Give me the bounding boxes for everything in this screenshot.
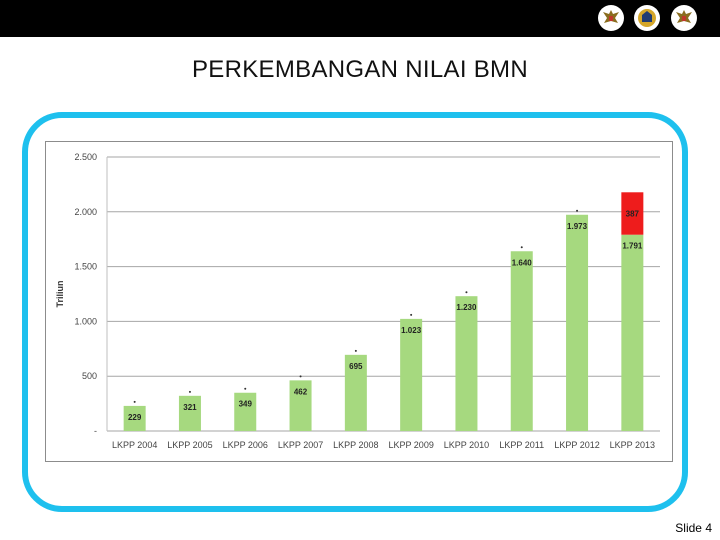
y-tick-label: - (94, 426, 97, 436)
bar (123, 405, 146, 431)
bar-marker (299, 375, 302, 378)
top-bar (0, 0, 720, 37)
bar-marker (410, 313, 413, 316)
x-tick-label: LKPP 2009 (388, 440, 433, 450)
bar-marker (520, 246, 523, 249)
bar-marker (244, 387, 247, 390)
bar (455, 296, 478, 431)
bar (234, 392, 257, 431)
y-tick-label: 2.000 (74, 207, 97, 217)
data-label: 387 (626, 209, 640, 218)
bar (510, 251, 533, 431)
y-tick-label: 500 (82, 371, 97, 381)
bar-marker (133, 400, 136, 403)
data-label: 349 (239, 400, 253, 409)
bar (400, 318, 423, 431)
y-axis-title: Triliun (55, 281, 65, 308)
y-tick-label: 1.000 (74, 316, 97, 326)
y-tick-label: 2.500 (74, 152, 97, 162)
x-tick-label: LKPP 2013 (610, 440, 655, 450)
data-label: 321 (183, 403, 197, 412)
y-tick-label: 1.500 (74, 262, 97, 272)
bar (621, 234, 644, 431)
data-label: 1.230 (456, 303, 477, 312)
data-label: 1.023 (401, 326, 422, 335)
data-label: 695 (349, 362, 363, 371)
garuda-emblem-icon (671, 5, 697, 31)
x-tick-label: LKPP 2006 (223, 440, 268, 450)
bar (566, 214, 589, 431)
slide-number: Slide 4 (675, 521, 712, 535)
bar-chart: - 500 1.000 1.500 2.000 2.500 Triliun 229 LKPP 2… (55, 152, 660, 450)
bar (344, 354, 367, 431)
x-tick-label: LKPP 2011 (499, 440, 544, 450)
x-tick-label: LKPP 2008 (333, 440, 378, 450)
bar-marker (576, 209, 579, 212)
garuda-emblem-icon (598, 5, 624, 31)
bar-marker (188, 390, 191, 393)
x-tick-label: LKPP 2005 (167, 440, 212, 450)
data-label: 462 (294, 387, 308, 396)
x-tick-label: LKPP 2004 (112, 440, 157, 450)
bar-marker (354, 349, 357, 352)
x-tick-label: LKPP 2007 (278, 440, 323, 450)
data-label: 1.640 (512, 258, 533, 267)
bar-segment (621, 192, 644, 235)
data-label: 1.791 (622, 242, 643, 251)
x-tick-label: LKPP 2012 (554, 440, 599, 450)
bar (289, 380, 312, 431)
bar-marker (465, 291, 468, 294)
data-label: 229 (128, 413, 142, 422)
bar (178, 395, 201, 431)
ministry-seal-icon (634, 5, 660, 31)
x-tick-label: LKPP 2010 (444, 440, 489, 450)
data-label: 1.973 (567, 222, 588, 231)
page-title: PERKEMBANGAN NILAI BMN (191, 56, 528, 83)
